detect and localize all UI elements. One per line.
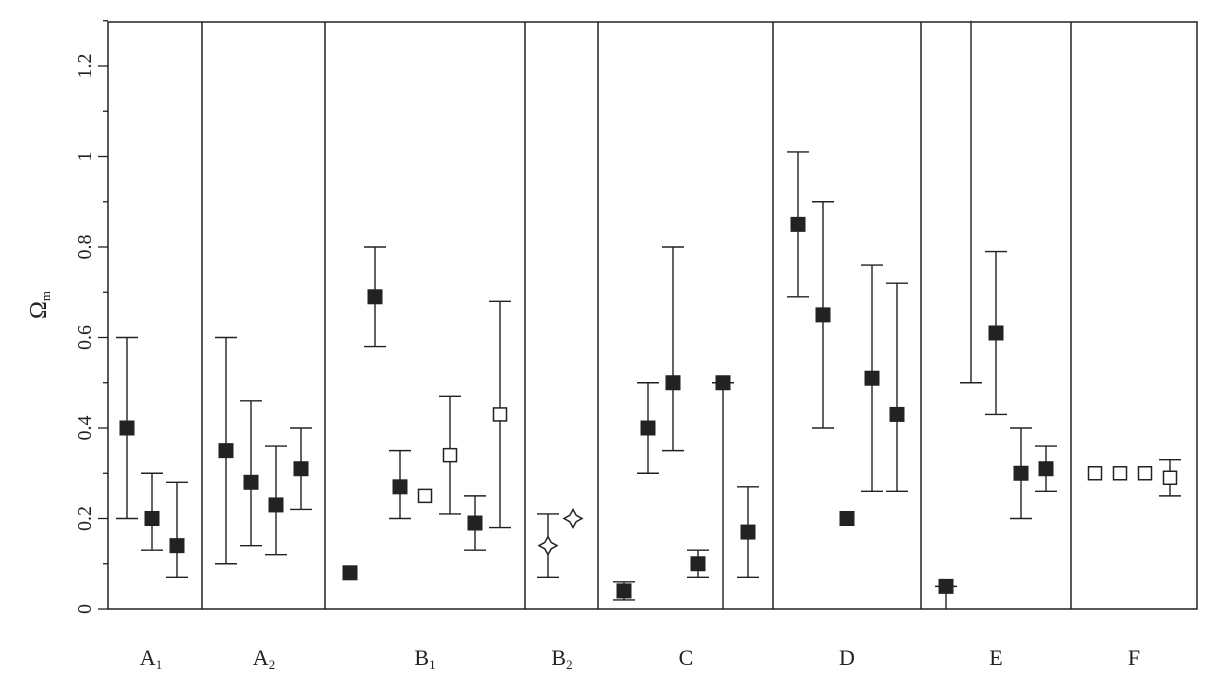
y-tick-label: 0.4	[74, 416, 96, 441]
data-point	[861, 264, 883, 493]
data-point	[1087, 466, 1103, 481]
group-labels: A1 A2 B1 B2 C D E F	[140, 645, 1140, 672]
data-point	[364, 246, 386, 348]
filled-square-marker	[715, 375, 731, 391]
data-point	[737, 486, 759, 579]
data-point	[712, 375, 734, 609]
open-square-marker	[1087, 466, 1103, 481]
filled-square-marker	[169, 538, 185, 554]
data-point	[935, 578, 957, 609]
star-marker	[562, 507, 584, 530]
y-axis: 0 0.2 0.4 0.6 0.8 1 1.2	[74, 20, 108, 614]
group-label: E	[989, 645, 1002, 670]
open-square-marker	[492, 407, 508, 422]
data-point	[1137, 466, 1153, 481]
data-point	[886, 282, 908, 493]
data-point	[290, 427, 312, 511]
data-point	[1159, 458, 1181, 497]
filled-square-marker	[665, 375, 681, 391]
filled-square-marker	[864, 370, 880, 386]
filled-square-marker	[988, 325, 1004, 341]
data-point	[265, 445, 287, 556]
data-point	[389, 449, 411, 520]
group-label: B2	[551, 645, 572, 672]
data-point	[985, 250, 1007, 416]
filled-square-marker	[889, 406, 905, 422]
data-point	[417, 488, 433, 504]
filled-square-marker	[467, 515, 483, 531]
filled-square-marker	[392, 479, 408, 495]
open-square-marker	[442, 447, 458, 463]
filled-square-marker	[640, 420, 656, 436]
data-point	[839, 511, 855, 526]
data-point	[1035, 445, 1057, 493]
filled-square-marker	[815, 307, 831, 323]
filled-square-marker	[740, 524, 756, 540]
y-tick-label: 0.2	[74, 506, 96, 531]
data-point	[240, 400, 262, 547]
data-point	[787, 151, 809, 298]
data-point	[1112, 466, 1128, 481]
y-tick-label: 1	[74, 152, 96, 162]
data-point	[342, 565, 358, 581]
filled-square-marker	[243, 474, 259, 490]
data-point	[537, 513, 559, 579]
filled-square-marker	[144, 511, 160, 526]
data-point	[812, 201, 834, 429]
group-label: A2	[253, 645, 275, 672]
y-tick-label: 0	[74, 604, 96, 614]
open-square-marker	[1112, 466, 1128, 481]
data-point	[1010, 427, 1032, 520]
y-tick-label: 0.8	[74, 235, 96, 260]
data-point	[166, 481, 188, 579]
plot-frame	[107, 21, 1198, 610]
filled-square-marker	[690, 556, 706, 572]
filled-square-marker	[342, 565, 358, 581]
data-point	[562, 507, 584, 530]
data-point	[489, 300, 511, 529]
data-point	[613, 581, 635, 601]
data-point	[960, 20, 982, 384]
filled-square-marker	[790, 216, 806, 232]
data-point	[141, 472, 163, 551]
filled-square-marker	[367, 289, 383, 305]
group-label: A1	[140, 645, 162, 672]
filled-square-marker	[119, 420, 135, 436]
data-point	[464, 495, 486, 551]
filled-square-marker	[268, 497, 284, 513]
plot-border	[107, 21, 1198, 610]
star-marker	[537, 535, 559, 557]
filled-square-marker	[938, 578, 954, 594]
y-tick-label: 1.2	[74, 54, 96, 79]
data-point	[662, 246, 684, 452]
y-axis-title: Ωm	[26, 291, 53, 319]
data-point	[687, 549, 709, 579]
data-point	[215, 336, 237, 565]
group-label: B1	[414, 645, 435, 672]
open-square-marker	[1137, 466, 1153, 481]
filled-square-marker	[839, 511, 855, 526]
data-point	[439, 395, 461, 515]
y-tick-label: 0.6	[74, 325, 96, 350]
filled-square-marker	[616, 583, 632, 599]
open-square-marker	[417, 488, 433, 504]
filled-square-marker	[1038, 461, 1054, 477]
filled-square-marker	[293, 461, 309, 477]
data-point	[637, 382, 659, 474]
data-marks	[116, 20, 1181, 609]
filled-square-marker	[218, 443, 234, 459]
group-label: C	[679, 645, 694, 670]
group-label: F	[1128, 645, 1140, 670]
open-square-marker	[1162, 470, 1178, 486]
filled-square-marker	[1013, 465, 1029, 481]
data-point	[116, 336, 138, 520]
group-label: D	[839, 645, 855, 670]
